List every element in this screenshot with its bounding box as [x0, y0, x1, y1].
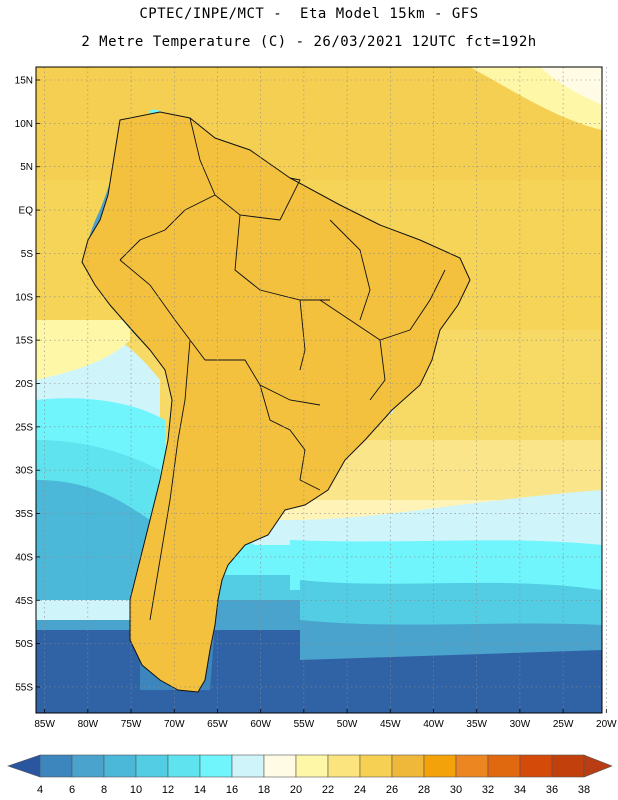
longitude-labels: 85W 80W 75W 70W 65W 60W 55W 50W 45W 40W 35W 30W 25W 2…: [34, 709, 617, 730]
colorbar-swatch: [487, 754, 521, 778]
map-title: CPTEC/INPE/MCT - Eta Model 15km - GFS: [139, 6, 479, 22]
lat-tick-label: 45S: [15, 596, 33, 607]
colorbar-label: 34: [514, 784, 526, 796]
colorbar-label: 20: [290, 784, 302, 796]
colorbar-swatch: [327, 754, 361, 778]
lat-tick-label: 30S: [15, 466, 33, 477]
colorbar: 4 6 8 10 12 14 16 18 20 22 24 26 28 30 32 34 36 38: [7, 754, 613, 796]
lat-tick-label: 5N: [20, 162, 33, 173]
colorbar-swatch: [455, 754, 489, 778]
lat-tick-label: 10N: [15, 119, 33, 130]
lat-tick-label: 20S: [15, 379, 33, 390]
colorbar-swatch: [551, 754, 585, 778]
lon-tick-label: 70W: [164, 719, 185, 730]
lon-tick-label: 75W: [121, 719, 142, 730]
map-subtitle: 2 Metre Temperature (C) - 26/03/2021 12U…: [81, 34, 537, 50]
lat-tick-label: 10S: [15, 292, 33, 303]
colorbar-label: 24: [354, 784, 366, 796]
lon-tick-label: 20W: [596, 719, 617, 730]
lon-tick-label: 65W: [207, 719, 228, 730]
lon-tick-label: 35W: [466, 719, 487, 730]
lon-tick-label: 25W: [553, 719, 574, 730]
latitude-labels: 15N 10N 5N EQ 5S 10S 15S 20S 25S 30S 35S 40S 45S 50S 5…: [15, 76, 40, 693]
colorbar-swatch: [103, 754, 137, 778]
colorbar-label: 12: [162, 784, 174, 796]
map-frame: [35, 66, 603, 714]
colorbar-label: 38: [578, 784, 590, 796]
colorbar-label: 32: [482, 784, 494, 796]
colorbar-swatch: [39, 754, 73, 778]
colorbar-swatch: [519, 754, 553, 778]
lat-tick-label: 40S: [15, 552, 33, 563]
country-borders: [81, 111, 471, 693]
colorbar-label: 18: [258, 784, 270, 796]
colorbar-swatch: [423, 754, 457, 778]
temperature-field: [36, 67, 602, 713]
colorbar-label: 30: [450, 784, 462, 796]
lon-tick-label: 40W: [423, 719, 444, 730]
lat-tick-label: 25S: [15, 422, 33, 433]
colorbar-swatch: [135, 754, 169, 778]
colorbar-swatch: [167, 754, 201, 778]
colorbar-swatch: [231, 754, 265, 778]
lon-tick-label: 85W: [34, 719, 55, 730]
lat-tick-label: EQ: [19, 206, 34, 217]
colorbar-label: 4: [37, 784, 43, 796]
lat-tick-label: 50S: [15, 639, 33, 650]
colorbar-label: 8: [101, 784, 107, 796]
lon-tick-label: 45W: [380, 719, 401, 730]
colorbar-low-arrow: [7, 754, 41, 778]
lon-tick-label: 55W: [294, 719, 315, 730]
colorbar-swatch: [391, 754, 425, 778]
colorbar-swatch: [295, 754, 329, 778]
lon-tick-label: 60W: [250, 719, 271, 730]
lon-tick-label: 30W: [510, 719, 531, 730]
colorbar-swatch: [359, 754, 393, 778]
colorbar-swatch: [199, 754, 233, 778]
colorbar-label: 16: [226, 784, 238, 796]
lat-tick-label: 5S: [21, 249, 34, 260]
colorbar-label: 6: [69, 784, 75, 796]
colorbar-swatch: [71, 754, 105, 778]
lat-tick-label: 15S: [15, 336, 33, 347]
colorbar-label: 22: [322, 784, 334, 796]
lon-tick-label: 50W: [337, 719, 358, 730]
colorbar-label: 36: [546, 784, 558, 796]
lat-tick-label: 55S: [15, 682, 33, 693]
colorbar-label: 10: [130, 784, 142, 796]
lon-tick-label: 80W: [78, 719, 99, 730]
lat-tick-label: 15N: [15, 76, 33, 87]
lat-tick-label: 35S: [15, 509, 33, 520]
colorbar-label: 14: [194, 784, 206, 796]
colorbar-label: 28: [418, 784, 430, 796]
colorbar-label: 26: [386, 784, 398, 796]
colorbar-high-arrow: [583, 754, 613, 778]
colorbar-swatch: [263, 754, 297, 778]
